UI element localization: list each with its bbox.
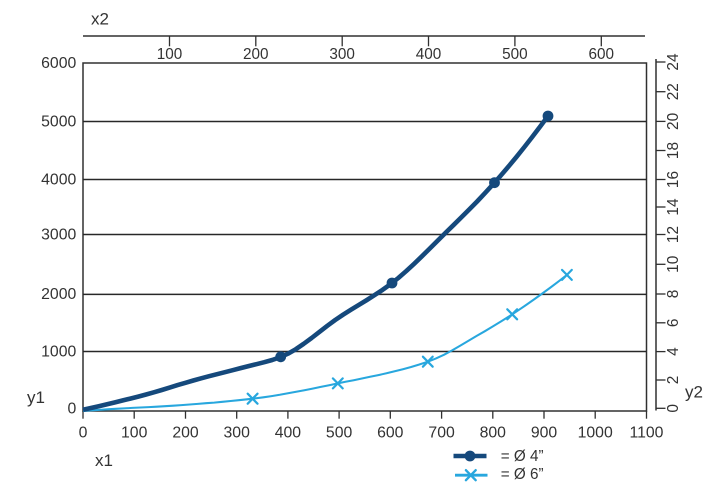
- svg-text:x1: x1: [95, 451, 113, 470]
- svg-text:800: 800: [480, 424, 507, 441]
- svg-text:2: 2: [665, 376, 682, 385]
- svg-text:5000: 5000: [41, 113, 76, 130]
- svg-text:= Ø 4”: = Ø 4”: [501, 448, 544, 465]
- svg-text:600: 600: [589, 46, 615, 63]
- svg-text:10: 10: [665, 256, 682, 273]
- svg-text:20: 20: [665, 113, 682, 130]
- svg-text:500: 500: [502, 46, 528, 63]
- svg-text:y2: y2: [685, 383, 703, 402]
- svg-text:= Ø 6”: = Ø 6”: [501, 466, 544, 483]
- svg-text:1100: 1100: [630, 424, 664, 441]
- svg-text:400: 400: [275, 424, 302, 441]
- svg-text:200: 200: [172, 424, 199, 441]
- svg-text:24: 24: [665, 53, 682, 71]
- svg-text:700: 700: [428, 424, 455, 441]
- svg-text:1000: 1000: [578, 424, 613, 441]
- svg-text:4000: 4000: [41, 172, 76, 189]
- svg-text:y1: y1: [27, 388, 45, 407]
- svg-text:100: 100: [157, 46, 183, 63]
- svg-text:100: 100: [121, 424, 148, 441]
- svg-text:6000: 6000: [41, 55, 76, 72]
- svg-text:300: 300: [224, 424, 251, 441]
- svg-text:x2: x2: [91, 10, 109, 29]
- svg-text:4: 4: [665, 347, 682, 356]
- svg-text:18: 18: [665, 142, 682, 159]
- svg-text:3000: 3000: [41, 227, 76, 244]
- svg-text:16: 16: [665, 171, 682, 188]
- svg-text:400: 400: [416, 46, 442, 63]
- svg-text:1000: 1000: [41, 344, 76, 361]
- svg-text:2000: 2000: [41, 286, 76, 303]
- svg-text:12: 12: [665, 226, 682, 243]
- svg-text:0: 0: [68, 400, 77, 417]
- svg-text:22: 22: [665, 83, 682, 100]
- svg-text:500: 500: [326, 424, 353, 441]
- svg-text:0: 0: [665, 404, 682, 413]
- svg-text:8: 8: [665, 290, 682, 299]
- svg-text:900: 900: [531, 424, 558, 441]
- svg-text:0: 0: [79, 424, 88, 441]
- svg-text:200: 200: [243, 46, 269, 63]
- svg-text:300: 300: [329, 46, 355, 63]
- svg-text:6: 6: [665, 319, 682, 328]
- svg-text:14: 14: [665, 198, 682, 216]
- svg-text:600: 600: [377, 424, 404, 441]
